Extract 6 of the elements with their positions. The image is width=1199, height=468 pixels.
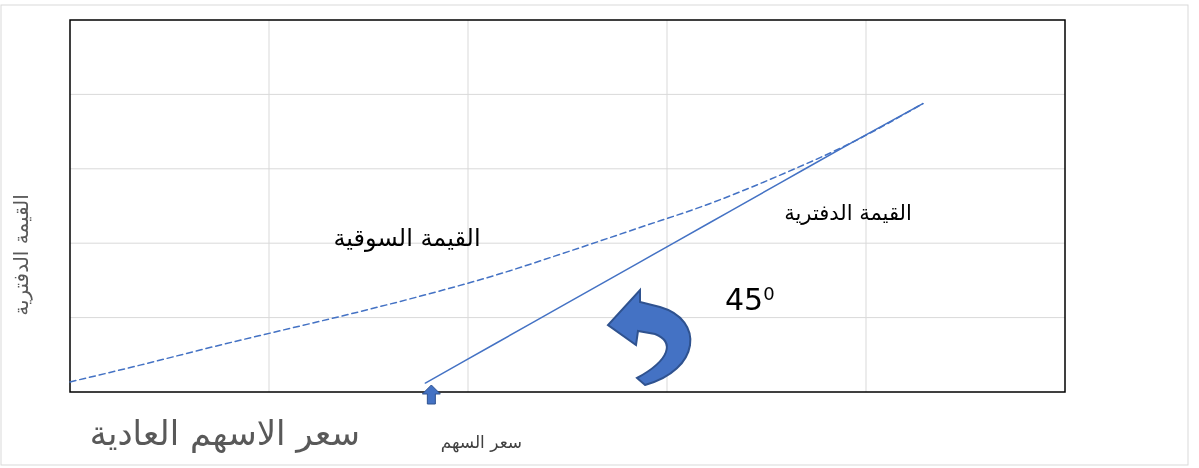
x-axis-title: سعر الاسهم العادية — [89, 413, 360, 454]
series-label: القيمة الدفترية — [784, 201, 912, 225]
annotation: 45$^{0}$ — [725, 282, 775, 317]
y-axis-title: القيمة الدفترية — [9, 194, 33, 316]
series-label: القيمة السوقية — [333, 224, 481, 252]
text: سعر السهم — [440, 432, 523, 453]
